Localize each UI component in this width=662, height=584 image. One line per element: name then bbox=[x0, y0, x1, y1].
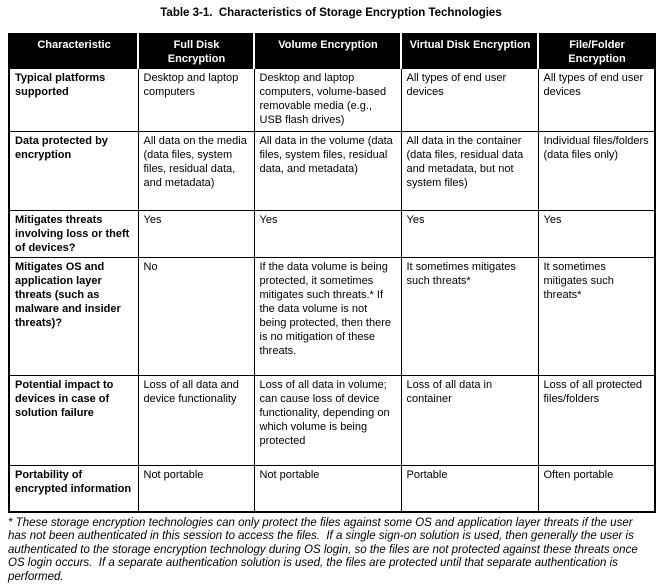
table-cell: All data on the media (data files, syste… bbox=[138, 132, 254, 211]
table-cell: It sometimes mitigates such threats* bbox=[401, 258, 538, 376]
row-label: Data protected by encryption bbox=[9, 132, 138, 211]
table-row-typical-platforms: Typical platforms supported Desktop and … bbox=[9, 69, 655, 132]
table-cell: All types of end user devices bbox=[538, 69, 655, 132]
col-header-full-disk-encryption: Full Disk Encryption bbox=[138, 34, 254, 69]
table-cell: Often portable bbox=[538, 466, 655, 512]
row-label: Mitigates threats involving loss or thef… bbox=[9, 211, 138, 258]
table-cell: Desktop and laptop computers bbox=[138, 69, 254, 132]
table-cell: All data in the container (data files, r… bbox=[401, 132, 538, 211]
table-cell: No bbox=[138, 258, 254, 376]
table-cell: All data in the volume (data files, syst… bbox=[254, 132, 401, 211]
table-cell: Loss of all data in container bbox=[401, 376, 538, 466]
table-cell: All types of end user devices bbox=[401, 69, 538, 132]
table-row-mitigates-os-threats: Mitigates OS and application layer threa… bbox=[9, 258, 655, 376]
table-row-portability: Portability of encrypted information Not… bbox=[9, 466, 655, 512]
table-cell: If the data volume is being protected, i… bbox=[254, 258, 401, 376]
table-cell: Not portable bbox=[138, 466, 254, 512]
table-cell: Yes bbox=[401, 211, 538, 258]
storage-encryption-table: Characteristic Full Disk Encryption Volu… bbox=[8, 33, 656, 513]
row-label: Mitigates OS and application layer threa… bbox=[9, 258, 138, 376]
header-row: Characteristic Full Disk Encryption Volu… bbox=[9, 34, 655, 69]
row-label: Potential impact to devices in case of s… bbox=[9, 376, 138, 466]
table-cell: Portable bbox=[401, 466, 538, 512]
col-header-characteristic: Characteristic bbox=[9, 34, 138, 69]
table-title: Table 3-1. Characteristics of Storage En… bbox=[0, 6, 662, 20]
table-cell: Not portable bbox=[254, 466, 401, 512]
col-header-virtual-disk-encryption: Virtual Disk Encryption bbox=[401, 34, 538, 69]
table-cell: Individual files/folders (data files onl… bbox=[538, 132, 655, 211]
col-header-volume-encryption: Volume Encryption bbox=[254, 34, 401, 69]
table-cell: Loss of all data in volume; can cause lo… bbox=[254, 376, 401, 466]
table-cell: Desktop and laptop computers, volume-bas… bbox=[254, 69, 401, 132]
table-cell: Yes bbox=[538, 211, 655, 258]
row-label: Typical platforms supported bbox=[9, 69, 138, 132]
row-label: Portability of encrypted information bbox=[9, 466, 138, 512]
table-cell: Yes bbox=[138, 211, 254, 258]
table-footnote: * These storage encryption technologies … bbox=[8, 517, 654, 584]
table-row-potential-impact: Potential impact to devices in case of s… bbox=[9, 376, 655, 466]
table-cell: Yes bbox=[254, 211, 401, 258]
table-row-data-protected: Data protected by encryption All data on… bbox=[9, 132, 655, 211]
table-cell: Loss of all data and device functionalit… bbox=[138, 376, 254, 466]
table-cell: It sometimes mitigates such threats* bbox=[538, 258, 655, 376]
table-row-mitigates-loss-theft: Mitigates threats involving loss or thef… bbox=[9, 211, 655, 258]
table-cell: Loss of all protected files/folders bbox=[538, 376, 655, 466]
col-header-file-folder-encryption: File/Folder Encryption bbox=[538, 34, 655, 69]
